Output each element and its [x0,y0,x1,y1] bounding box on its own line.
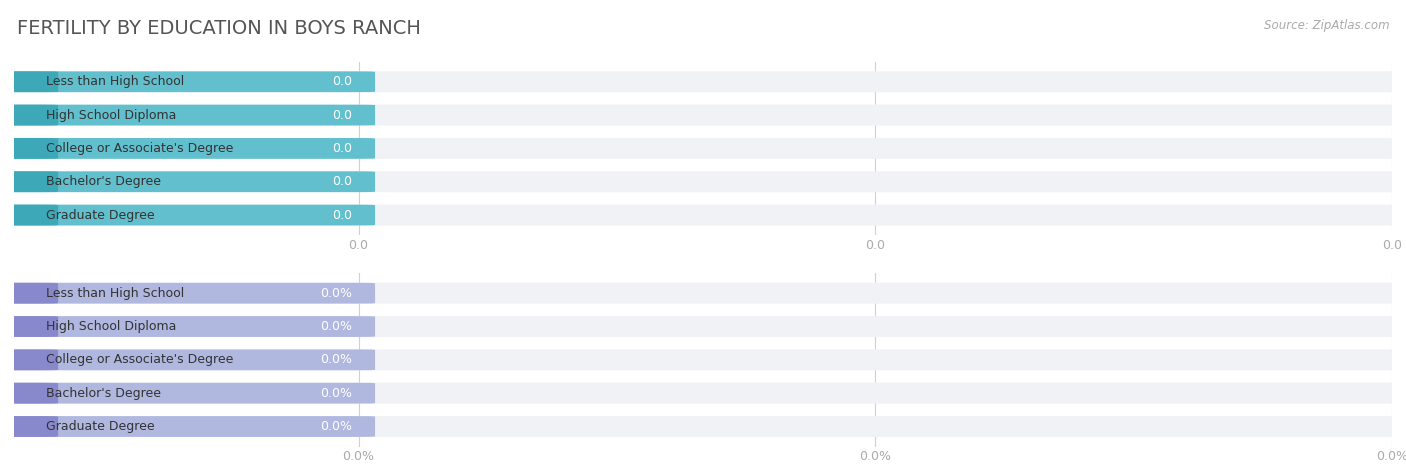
Text: 0.0: 0.0 [332,175,352,188]
FancyBboxPatch shape [0,171,375,192]
FancyBboxPatch shape [0,349,1406,370]
Text: 0.0: 0.0 [332,109,352,122]
Text: Bachelor's Degree: Bachelor's Degree [46,387,160,399]
FancyBboxPatch shape [0,71,58,92]
FancyBboxPatch shape [0,283,375,304]
Text: Graduate Degree: Graduate Degree [46,420,155,433]
Text: 0.0%: 0.0% [319,420,352,433]
FancyBboxPatch shape [0,416,1406,437]
Text: College or Associate's Degree: College or Associate's Degree [46,353,233,366]
FancyBboxPatch shape [0,205,58,226]
Text: Less than High School: Less than High School [46,75,184,88]
Text: 0.0%: 0.0% [1376,450,1406,464]
Text: High School Diploma: High School Diploma [46,109,176,122]
FancyBboxPatch shape [0,316,375,337]
FancyBboxPatch shape [0,383,58,404]
Text: Graduate Degree: Graduate Degree [46,209,155,221]
FancyBboxPatch shape [0,283,58,304]
Text: Source: ZipAtlas.com: Source: ZipAtlas.com [1264,19,1389,32]
FancyBboxPatch shape [0,205,1406,226]
FancyBboxPatch shape [0,350,58,370]
Text: 0.0: 0.0 [865,239,886,252]
Text: 0.0: 0.0 [1382,239,1402,252]
FancyBboxPatch shape [0,104,58,125]
Text: 0.0: 0.0 [349,239,368,252]
Text: 0.0%: 0.0% [319,387,352,399]
Text: 0.0: 0.0 [332,142,352,155]
FancyBboxPatch shape [0,71,375,92]
Text: 0.0%: 0.0% [319,320,352,333]
FancyBboxPatch shape [0,138,58,159]
Text: 0.0%: 0.0% [319,353,352,366]
FancyBboxPatch shape [0,138,375,159]
FancyBboxPatch shape [0,416,375,437]
FancyBboxPatch shape [0,71,1406,92]
FancyBboxPatch shape [0,416,58,437]
Text: 0.0%: 0.0% [319,287,352,300]
Text: 0.0%: 0.0% [343,450,374,464]
FancyBboxPatch shape [0,383,375,404]
FancyBboxPatch shape [0,283,1406,304]
Text: 0.0: 0.0 [332,209,352,221]
FancyBboxPatch shape [0,138,1406,159]
FancyBboxPatch shape [0,316,58,337]
Text: 0.0%: 0.0% [859,450,891,464]
Text: Bachelor's Degree: Bachelor's Degree [46,175,160,188]
FancyBboxPatch shape [0,171,58,192]
Text: High School Diploma: High School Diploma [46,320,176,333]
FancyBboxPatch shape [0,383,1406,404]
FancyBboxPatch shape [0,104,1406,125]
Text: College or Associate's Degree: College or Associate's Degree [46,142,233,155]
Text: Less than High School: Less than High School [46,287,184,300]
Text: 0.0: 0.0 [332,75,352,88]
FancyBboxPatch shape [0,350,375,370]
FancyBboxPatch shape [0,316,1406,337]
FancyBboxPatch shape [0,205,375,226]
FancyBboxPatch shape [0,171,1406,192]
Text: FERTILITY BY EDUCATION IN BOYS RANCH: FERTILITY BY EDUCATION IN BOYS RANCH [17,19,420,38]
FancyBboxPatch shape [0,104,375,125]
